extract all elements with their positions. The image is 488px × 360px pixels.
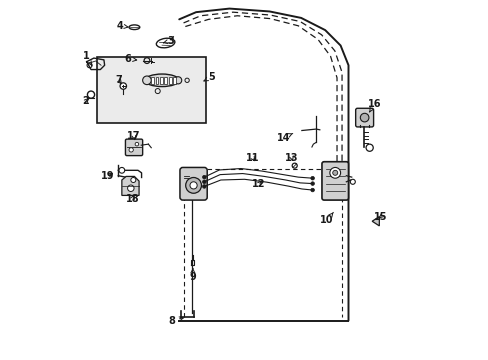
FancyBboxPatch shape bbox=[125, 139, 142, 156]
Text: 3: 3 bbox=[163, 36, 174, 46]
Circle shape bbox=[127, 185, 134, 192]
Text: 8: 8 bbox=[168, 316, 183, 325]
Ellipse shape bbox=[144, 74, 179, 87]
Circle shape bbox=[129, 148, 133, 152]
Bar bbox=[155, 77, 158, 84]
Text: 2: 2 bbox=[82, 96, 89, 106]
Text: 5: 5 bbox=[203, 72, 214, 82]
Circle shape bbox=[119, 167, 124, 173]
Circle shape bbox=[142, 76, 151, 85]
Circle shape bbox=[202, 175, 206, 179]
Circle shape bbox=[329, 167, 340, 178]
Text: 16: 16 bbox=[367, 99, 380, 112]
Circle shape bbox=[202, 185, 206, 188]
Circle shape bbox=[360, 113, 368, 122]
Text: 13: 13 bbox=[285, 153, 298, 163]
Circle shape bbox=[332, 170, 337, 175]
Text: 19: 19 bbox=[101, 171, 114, 181]
Circle shape bbox=[131, 177, 136, 183]
Text: 15: 15 bbox=[373, 212, 386, 221]
Text: 10: 10 bbox=[320, 212, 333, 225]
Text: 12: 12 bbox=[252, 179, 265, 189]
Text: 1: 1 bbox=[82, 51, 92, 66]
Circle shape bbox=[310, 176, 314, 180]
Bar bbox=[151, 77, 153, 84]
Circle shape bbox=[310, 182, 314, 185]
Circle shape bbox=[190, 182, 197, 189]
Bar bbox=[168, 77, 171, 84]
Circle shape bbox=[185, 177, 201, 193]
FancyBboxPatch shape bbox=[355, 108, 373, 127]
Bar bbox=[173, 77, 176, 84]
Circle shape bbox=[174, 77, 182, 84]
Bar bbox=[160, 77, 163, 84]
Bar bbox=[97, 57, 206, 123]
Text: 9: 9 bbox=[189, 269, 196, 282]
Text: 4: 4 bbox=[116, 21, 128, 31]
Text: 11: 11 bbox=[245, 153, 259, 163]
Bar bbox=[164, 77, 167, 84]
Circle shape bbox=[310, 188, 314, 192]
FancyBboxPatch shape bbox=[321, 162, 348, 200]
Circle shape bbox=[120, 83, 126, 89]
Text: 14: 14 bbox=[276, 133, 292, 143]
FancyBboxPatch shape bbox=[180, 167, 207, 200]
Text: 7: 7 bbox=[115, 75, 122, 85]
Circle shape bbox=[202, 180, 206, 184]
Text: 18: 18 bbox=[125, 194, 139, 204]
Text: 6: 6 bbox=[124, 54, 137, 64]
Circle shape bbox=[135, 142, 139, 146]
Polygon shape bbox=[371, 217, 379, 226]
Text: 17: 17 bbox=[127, 131, 141, 141]
Polygon shape bbox=[122, 176, 139, 195]
